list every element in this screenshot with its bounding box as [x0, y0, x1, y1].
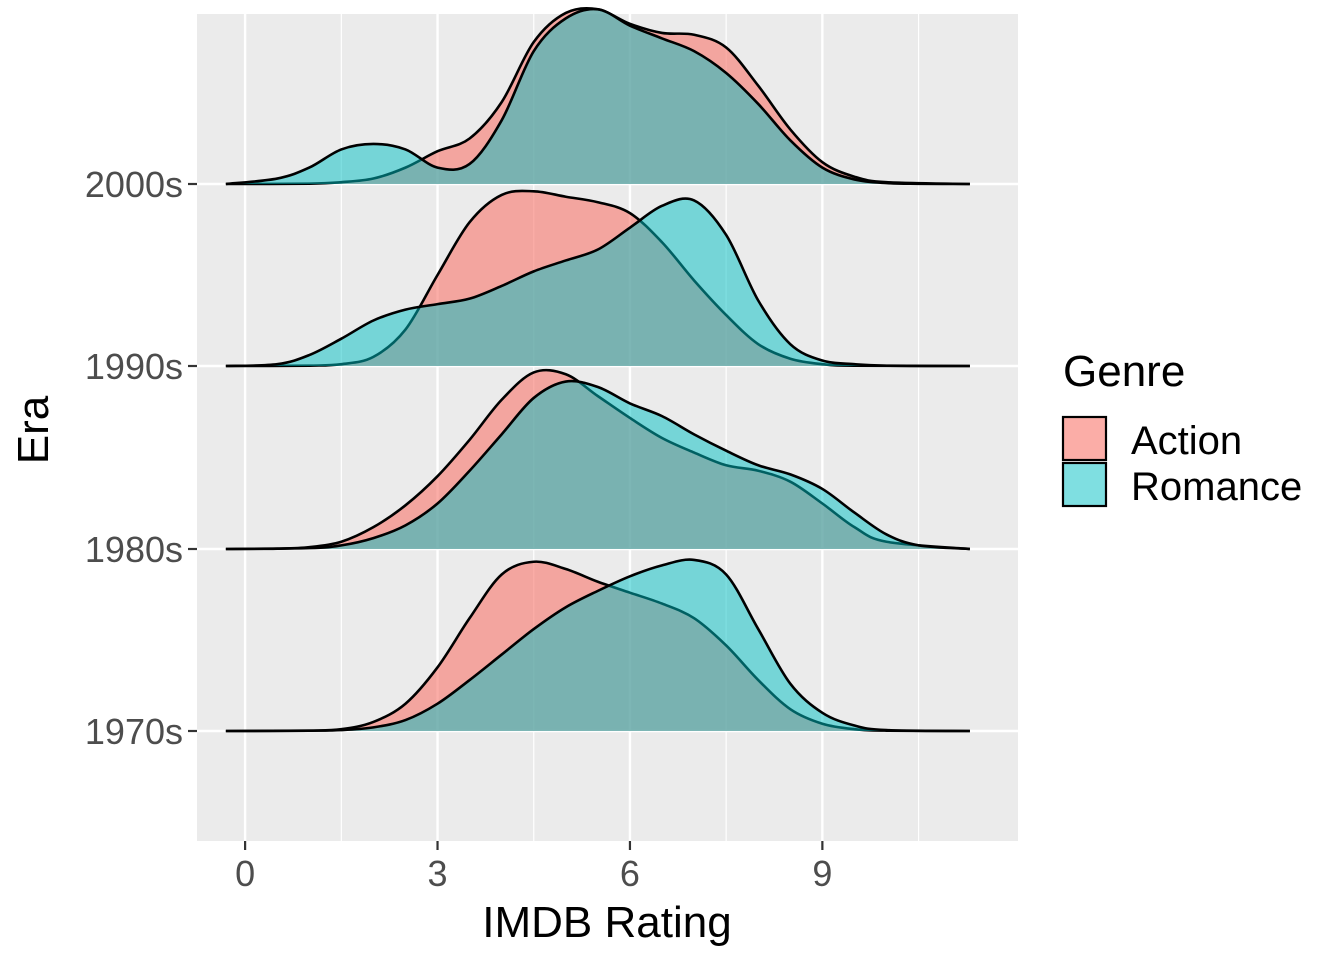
density-line-romance-1980s: [225, 379, 970, 551]
legend-title: Genre: [1063, 347, 1185, 396]
density-line-romance-1970s: [225, 558, 970, 733]
legend-label-romance: Romance: [1131, 465, 1302, 509]
density-line-romance-1990s: [225, 197, 970, 368]
x-tick-label: 0: [235, 853, 255, 894]
ridge-row-1970s: [225, 558, 970, 733]
y-axis: 1970s 1980s 1990s 2000s: [85, 164, 197, 752]
ridge-row-1980s: [225, 368, 971, 551]
y-tick-label: 2000s: [85, 164, 183, 205]
density-line-romance-2000s: [225, 7, 970, 186]
x-tick-label: 6: [620, 853, 640, 894]
ridge-row-2000s: [225, 6, 970, 186]
ridge-row-1990s: [225, 189, 970, 368]
density-ridges: [225, 6, 971, 733]
density-area-romance-2000s: [225, 9, 970, 185]
legend-key-romance: [1061, 461, 1108, 508]
y-tick-label: 1990s: [85, 346, 183, 387]
x-axis-title: IMDB Rating: [482, 898, 731, 947]
legend-key-action: [1061, 415, 1108, 462]
density-area-romance-1980s: [225, 381, 970, 549]
legend: Genre Action Romance: [1061, 347, 1302, 509]
density-area-romance-1970s: [225, 559, 970, 731]
x-axis: 0 3 6 9: [235, 841, 832, 894]
y-axis-title: Era: [9, 395, 58, 464]
y-tick-label: 1980s: [85, 529, 183, 570]
x-tick-label: 3: [428, 853, 448, 894]
x-tick-label: 9: [812, 853, 832, 894]
y-tick-label: 1970s: [85, 711, 183, 752]
density-area-romance-1990s: [225, 198, 970, 366]
legend-label-action: Action: [1131, 419, 1242, 463]
